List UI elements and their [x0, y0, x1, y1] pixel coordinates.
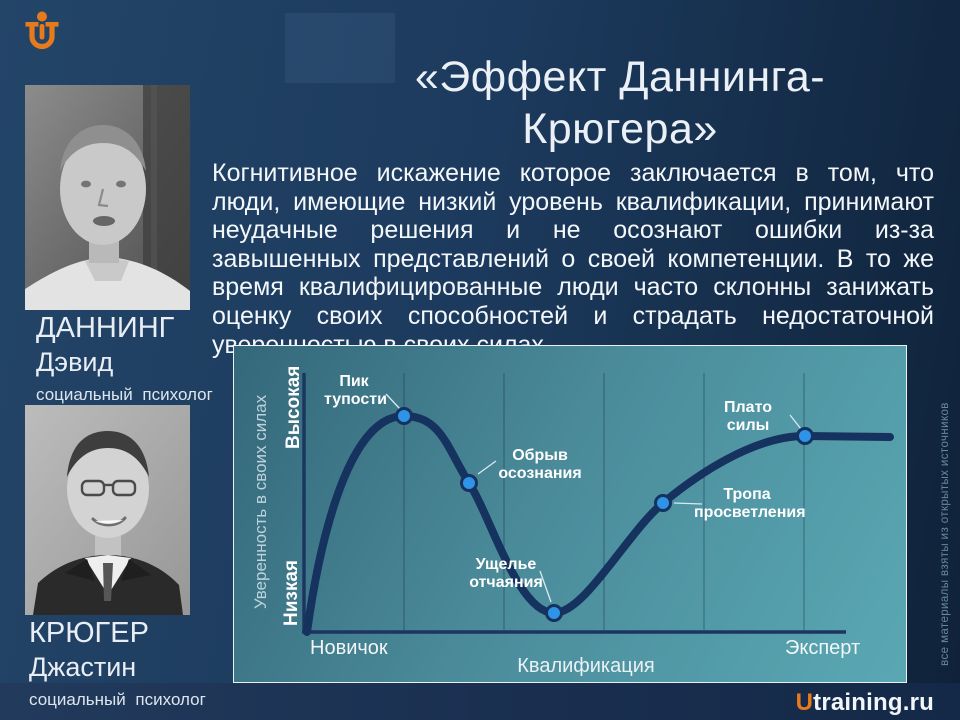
brand-rest: training.ru	[813, 689, 934, 716]
annotation-path-of-enlightenment: Тропа просветления	[694, 486, 806, 521]
x-axis-label-novice: Новичок	[310, 637, 388, 659]
point-cliff-of-awareness	[460, 474, 478, 492]
kruger-photo	[25, 405, 190, 615]
y-axis-label-high: Высокая	[283, 365, 304, 449]
confidence-curve	[303, 411, 894, 636]
point-peak-of-stupidity	[395, 407, 413, 425]
definition-paragraph: Когнитивное искажение которое заключаетс…	[212, 159, 934, 359]
annotation-plateau-of-strength: Плато силы	[724, 399, 772, 434]
sources-disclaimer-vertical: все материалы взяты из открытых источник…	[939, 402, 951, 666]
annotation-callout-lines	[385, 393, 802, 603]
y-axis-title: Уверенность в своих силах	[251, 394, 270, 610]
point-plateau-of-strength	[796, 427, 814, 445]
person-role: социальный психолог	[36, 385, 213, 404]
axes	[302, 373, 846, 634]
person-card-kruger: КРЮГЕР Джастин социальный психолог	[25, 405, 230, 709]
annotation-peak-of-stupidity: Пик тупости	[324, 373, 387, 408]
person-firstname: Джастин	[29, 652, 137, 682]
annotation-cliff-of-awareness: Обрыв осознания	[498, 447, 582, 482]
person-surname: КРЮГЕР	[29, 617, 149, 649]
x-axis-label-expert: Эксперт	[785, 637, 861, 659]
page-title-line1: «Эффект Даннинга-	[414, 52, 826, 101]
curve-points	[395, 407, 814, 622]
x-axis-title: Квалификация	[517, 655, 655, 677]
point-path-of-enlightenment	[654, 494, 672, 512]
brand-prefix: U	[795, 689, 814, 716]
person-card-dunning: ДАННИНГ Дэвид социальный психолог	[25, 85, 230, 404]
person-role: социальный психолог	[29, 690, 206, 709]
confidence-curve-plot	[302, 373, 894, 636]
annotation-valley-of-despair: Ущелье отчаяния	[469, 556, 543, 591]
page-title-line2: Крюгера»	[522, 104, 718, 153]
title-highlight-rect	[285, 13, 395, 83]
person-surname: ДАННИНГ	[36, 312, 175, 344]
dunning-photo	[25, 85, 190, 310]
dunning-kruger-chart: Пик тупости Обрыв осознания Ущелье отчая…	[233, 345, 907, 683]
bottom-bar	[0, 683, 960, 720]
brand-logo-text: Utraining.ru	[796, 689, 934, 717]
y-axis-label-low: Низкая	[281, 560, 302, 627]
page-title: «Эффект Даннинга- Крюгера»	[280, 51, 960, 155]
utraining-logo-icon	[25, 11, 59, 50]
point-valley-of-despair	[545, 604, 563, 622]
person-firstname: Дэвид	[36, 347, 114, 377]
